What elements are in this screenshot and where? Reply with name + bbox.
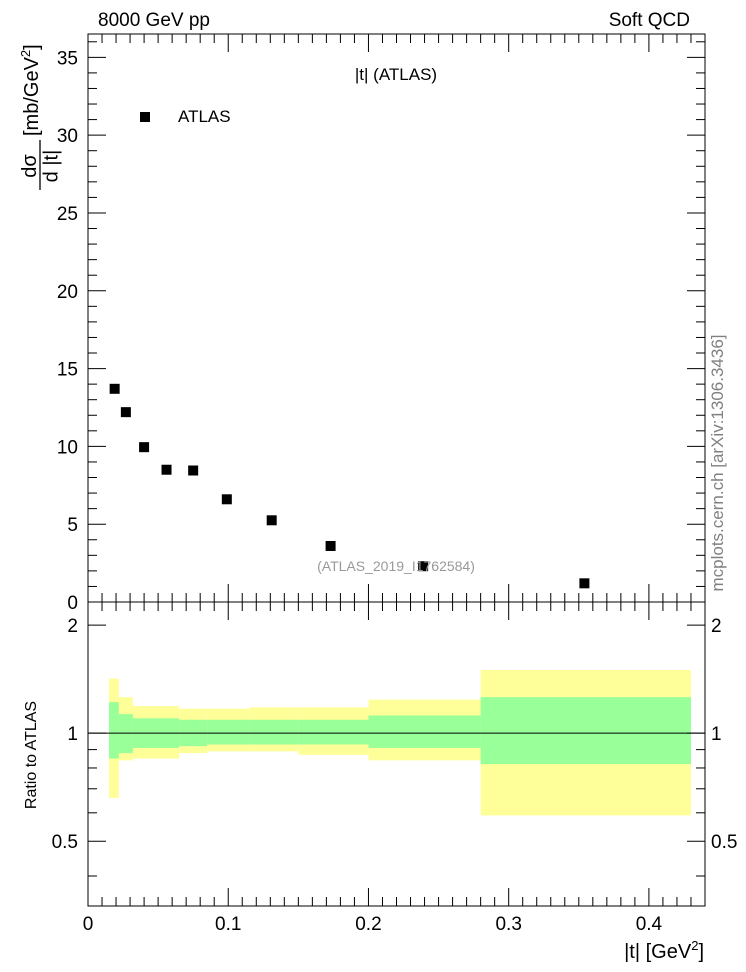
ratio-uncertainty-bands — [109, 669, 691, 816]
main-y-tick-label: 0 — [67, 593, 78, 614]
ratio-band-inner — [109, 702, 119, 759]
ratio-x-tick-label: 0.2 — [355, 914, 381, 935]
data-point-atlas — [579, 578, 590, 589]
ratio-band-inner — [368, 715, 481, 748]
x-axis-title: |t| [GeV2] — [624, 938, 704, 963]
ratio-band-inner — [480, 697, 691, 765]
main-plot-panel: 0 5 10 15 20 25 30 35 |t| (ATLAS) ATLAS (ATLAS_… — [18, 33, 706, 614]
data-point-atlas — [266, 515, 277, 526]
ratio-y-tick-label: 1 — [67, 724, 78, 745]
data-point-atlas — [120, 407, 131, 418]
ratio-band-inner — [249, 719, 299, 745]
ratio-y-tick-labels: 0.5 1 2 — [52, 616, 78, 853]
data-point-atlas — [221, 494, 232, 505]
ratio-plot-frame — [87, 601, 706, 907]
data-point-atlas — [139, 442, 150, 453]
ratio-band-inner — [298, 719, 369, 745]
main-y-tick-label: 5 — [67, 515, 78, 536]
ratio-y-axis-title: Ratio to ATLAS — [23, 701, 40, 809]
analysis-watermark: (ATLAS_2019_I1762584) — [317, 558, 475, 574]
ratio-y-tick-label: 2 — [67, 616, 78, 637]
y-title-numerator: dσ — [19, 154, 41, 178]
ratio-x-tick-label: 0.3 — [495, 914, 521, 935]
main-y-axis-title: dσ d |t| [mb/GeV2] — [18, 44, 62, 190]
ratio-x-tick-label: 0.4 — [636, 914, 663, 935]
data-point-atlas — [161, 464, 172, 475]
ratio-plot-panel: 0.5 1 2 0.5 1 2 0 0.1 0.2 0.3 0.4 Ratio to ATLAS… — [23, 601, 737, 963]
main-y-tick-labels: 0 5 10 15 20 25 30 35 — [57, 48, 78, 614]
ratio-x-tick-label: 0 — [83, 914, 94, 935]
legend-marker-atlas — [140, 112, 150, 122]
legend-label-atlas: ATLAS — [178, 107, 231, 126]
data-point-atlas — [109, 383, 120, 394]
legend: ATLAS — [140, 107, 231, 126]
ratio-band-inner — [207, 719, 250, 745]
data-point-atlas — [188, 465, 199, 476]
main-y-tick-label: 10 — [57, 437, 78, 458]
ratio-y-tick-label-right: 2 — [711, 616, 722, 637]
y-title-denominator: d |t| — [40, 150, 62, 183]
ratio-y-tick-label-right: 1 — [711, 724, 722, 745]
main-y-tick-label: 25 — [57, 204, 78, 225]
main-y-tick-label: 35 — [57, 48, 78, 69]
main-data-points — [109, 383, 590, 589]
ratio-y-tick-label-right: 0.5 — [711, 832, 737, 853]
header-left-label: 8000 GeV pp — [98, 10, 210, 31]
main-y-tick-label: 30 — [57, 126, 78, 147]
ratio-x-tick-label: 0.1 — [215, 914, 241, 935]
y-title-units: [mb/GeV2] — [18, 44, 43, 136]
main-y-tick-label: 15 — [57, 360, 78, 381]
data-point-atlas — [325, 540, 336, 551]
main-y-tick-label: 20 — [57, 282, 78, 303]
header-right-label: Soft QCD — [609, 10, 690, 31]
plot-title: |t| (ATLAS) — [355, 65, 437, 84]
ratio-y-tick-label: 0.5 — [52, 832, 78, 853]
side-credit-label: mcplots.cern.ch [arXiv:1306.3436] — [708, 334, 727, 591]
ratio-y-tick-labels-right: 0.5 1 2 — [711, 616, 737, 853]
ratio-x-tick-labels: 0 0.1 0.2 0.3 0.4 — [83, 914, 663, 935]
data-point-atlas — [418, 561, 429, 572]
